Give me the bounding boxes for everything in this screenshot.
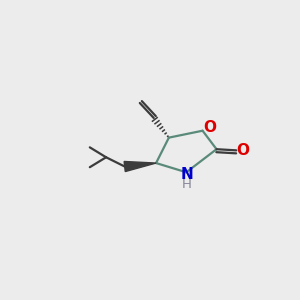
Text: O: O (236, 143, 249, 158)
Polygon shape (124, 161, 156, 172)
Text: H: H (182, 178, 192, 191)
Text: N: N (180, 167, 193, 182)
Text: O: O (203, 120, 216, 135)
